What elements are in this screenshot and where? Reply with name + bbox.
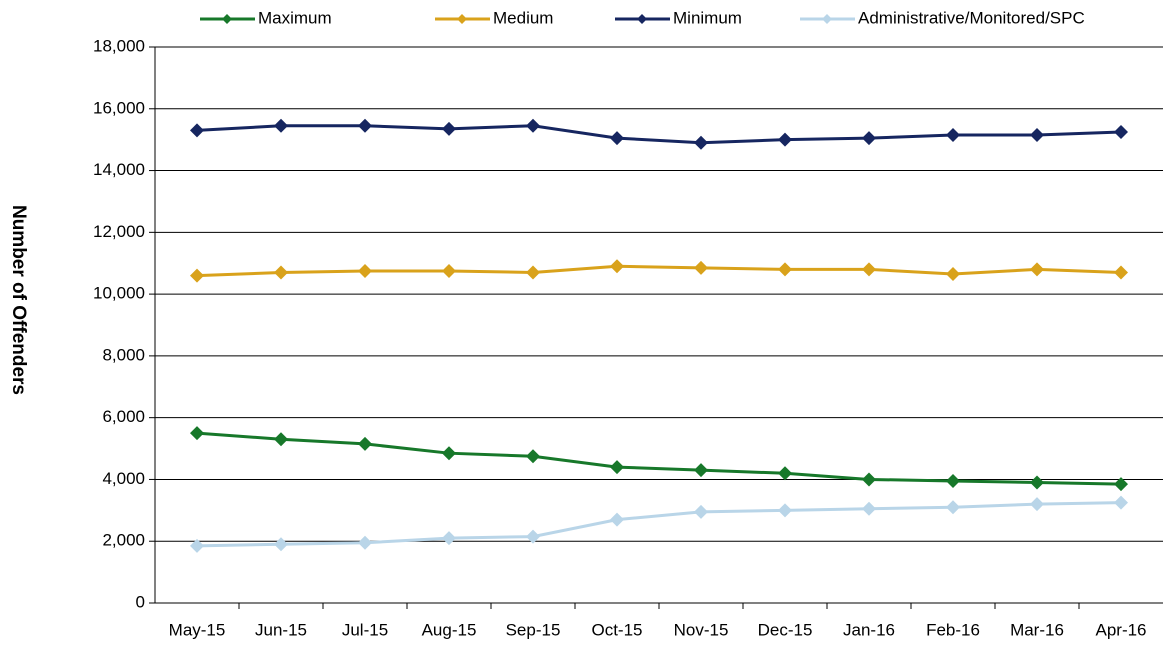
y-tick-label: 4,000 [102,469,145,488]
series-line [196,431,1122,486]
legend-label: Medium [493,8,553,27]
x-tick-label: Jan-16 [843,620,895,639]
legend-marker [457,14,467,24]
marker [442,531,456,546]
marker [358,118,372,133]
legend-marker [822,14,832,24]
marker [694,463,708,478]
marker [1030,128,1044,143]
y-tick-label: 16,000 [93,98,145,117]
legend-label: Administrative/Monitored/SPC [858,8,1085,27]
x-tick-label: Aug-15 [422,620,477,639]
marker [1114,477,1128,492]
x-tick-label: Jun-15 [255,620,307,639]
marker [862,131,876,146]
marker [1114,265,1128,280]
marker [190,268,204,283]
marker [526,449,540,464]
marker [946,267,960,282]
marker [274,118,288,133]
marker [358,535,372,550]
marker [190,538,204,553]
marker [274,432,288,447]
series-line [196,264,1122,278]
marker [1030,475,1044,490]
y-tick-label: 2,000 [102,531,145,550]
marker [778,132,792,147]
x-tick-label: Oct-15 [591,620,642,639]
marker [946,500,960,515]
marker [1030,497,1044,512]
x-tick-label: Dec-15 [758,620,813,639]
marker [274,537,288,552]
marker [1114,124,1128,139]
marker [442,446,456,461]
y-tick-label: 8,000 [102,345,145,364]
y-tick-label: 6,000 [102,407,145,426]
marker [358,263,372,278]
legend-marker [637,14,647,24]
marker [778,466,792,481]
legend-marker [222,14,232,24]
marker [442,121,456,136]
legend-label: Minimum [673,8,742,27]
x-tick-label: Feb-16 [926,620,980,639]
series-line [196,501,1122,548]
marker [610,460,624,475]
marker [694,135,708,150]
marker [442,263,456,278]
y-tick-label: 12,000 [93,222,145,241]
marker [1114,495,1128,510]
marker [946,128,960,143]
y-tick-label: 18,000 [93,36,145,55]
x-tick-label: Mar-16 [1010,620,1064,639]
x-tick-label: Apr-16 [1095,620,1146,639]
x-tick-label: Jul-15 [342,620,388,639]
x-tick-label: May-15 [169,620,226,639]
marker [190,123,204,138]
marker [862,472,876,487]
marker [862,501,876,516]
marker [526,265,540,280]
y-tick-label: 10,000 [93,284,145,303]
marker [610,131,624,146]
marker [946,473,960,488]
series-line [196,124,1122,145]
marker [778,503,792,518]
legend-label: Maximum [258,8,332,27]
marker [694,260,708,275]
x-tick-label: Sep-15 [506,620,561,639]
marker [694,504,708,519]
marker [526,529,540,544]
marker [610,512,624,527]
x-tick-label: Nov-15 [674,620,729,639]
marker [526,118,540,133]
marker [190,426,204,441]
y-axis-label: Number of Offenders [8,205,29,395]
marker [610,259,624,274]
marker [1030,262,1044,277]
marker [274,265,288,280]
marker [862,262,876,277]
marker [778,262,792,277]
y-tick-label: 14,000 [93,160,145,179]
marker [358,436,372,451]
y-tick-label: 0 [136,592,145,611]
